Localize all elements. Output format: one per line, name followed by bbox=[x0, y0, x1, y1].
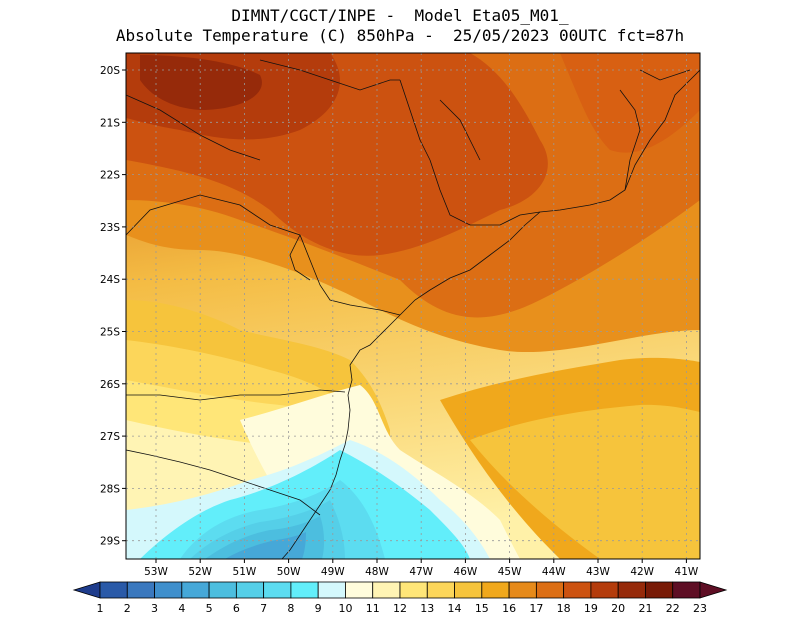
colorbar-label: 1 bbox=[97, 602, 104, 615]
colorbar-segment bbox=[345, 581, 374, 599]
colorbar-segment bbox=[99, 581, 128, 599]
colorbar-left-arrow bbox=[72, 581, 101, 599]
colorbar-label: 13 bbox=[420, 602, 434, 615]
colorbar-segment bbox=[590, 581, 619, 599]
colorbar-segment bbox=[263, 581, 292, 599]
colorbar-label: 20 bbox=[611, 602, 625, 615]
colorbar-label: 16 bbox=[502, 602, 516, 615]
colorbar-segment bbox=[208, 581, 237, 599]
colorbar-right-arrow bbox=[699, 581, 728, 599]
colorbar-label: 2 bbox=[124, 602, 131, 615]
lon-tick-label: 50W bbox=[277, 566, 301, 578]
colorbar-label: 19 bbox=[584, 602, 598, 615]
colorbar-segment bbox=[535, 581, 565, 599]
lon-tick-label: 49W bbox=[321, 566, 345, 578]
map-frame bbox=[125, 52, 701, 560]
title-line-1: DIMNT/CGCT/INPE - Model Eta05_M01_ bbox=[231, 6, 569, 25]
lat-tick-label: 21S bbox=[100, 117, 120, 129]
colorbar-segment bbox=[481, 581, 510, 599]
map-grid bbox=[126, 53, 700, 559]
coastlines bbox=[126, 59, 700, 559]
colorbar: 1 2 3 4 5 6 7 8 9 10 11 12 13 14 15 16 17 18 19 20 21 22 23 bbox=[72, 581, 728, 615]
colorbar-label: 22 bbox=[666, 602, 680, 615]
colorbar-label: 14 bbox=[448, 602, 462, 615]
colorbar-segment bbox=[426, 581, 455, 599]
title-line-2: Absolute Temperature (C) 850hPa - 25/05/… bbox=[115, 26, 685, 45]
lon-tick-label: 46W bbox=[454, 566, 478, 578]
colorbar-label: 3 bbox=[151, 602, 158, 615]
colorbar-label: 15 bbox=[475, 602, 489, 615]
colorbar-segment bbox=[126, 581, 155, 599]
lon-tick-label: 41W bbox=[675, 566, 699, 578]
colorbar-segment bbox=[372, 581, 401, 599]
lon-tick-label: 45W bbox=[498, 566, 522, 578]
colorbar-segment bbox=[508, 581, 537, 599]
colorbar-segment bbox=[454, 581, 483, 599]
colorbar-label: 9 bbox=[315, 602, 322, 615]
colorbar-segment bbox=[563, 581, 592, 599]
lon-tick-label: 52W bbox=[188, 566, 212, 578]
lon-tick-label: 53W bbox=[144, 566, 168, 578]
lat-tick-label: 26S bbox=[100, 379, 120, 391]
lat-tick-label: 23S bbox=[100, 222, 120, 234]
colorbar-segment bbox=[290, 581, 319, 599]
lat-tick-label: 24S bbox=[100, 274, 120, 286]
colorbar-label: 7 bbox=[260, 602, 267, 615]
colorbar-segment bbox=[317, 581, 346, 599]
lat-tick-label: 22S bbox=[100, 170, 120, 182]
lon-tick-label: 51W bbox=[233, 566, 257, 578]
lat-tick-label: 29S bbox=[100, 536, 120, 548]
lon-tick-label: 44W bbox=[542, 566, 566, 578]
colorbar-label: 18 bbox=[557, 602, 571, 615]
colorbar-label: 6 bbox=[233, 602, 240, 615]
lat-tick-label: 28S bbox=[100, 483, 120, 495]
colorbar-label: 21 bbox=[638, 602, 652, 615]
lat-tick-label: 20S bbox=[100, 65, 120, 77]
latitude-axis: 20S 21S 22S 23S 24S 25S 26S 27S 28S 29S bbox=[100, 65, 126, 548]
colorbar-label: 11 bbox=[366, 602, 380, 615]
colorbar-segment bbox=[154, 581, 183, 599]
lat-tick-label: 25S bbox=[100, 327, 120, 339]
colorbar-label: 23 bbox=[693, 602, 707, 615]
colorbar-label: 17 bbox=[529, 602, 543, 615]
colorbar-segment bbox=[181, 581, 210, 599]
lon-tick-label: 48W bbox=[365, 566, 389, 578]
colorbar-segment bbox=[645, 581, 674, 599]
colorbar-segment bbox=[617, 581, 646, 599]
colorbar-label: 12 bbox=[393, 602, 407, 615]
temperature-field bbox=[126, 53, 700, 559]
lon-tick-label: 42W bbox=[630, 566, 654, 578]
lat-tick-label: 27S bbox=[100, 431, 120, 443]
colorbar-label: 8 bbox=[287, 602, 294, 615]
lon-tick-label: 47W bbox=[409, 566, 433, 578]
longitude-axis: 53W 52W 51W 50W 49W 48W 47W 46W 45W 44W 43W 42W 41W bbox=[144, 559, 699, 578]
colorbar-segment bbox=[399, 581, 428, 599]
lon-tick-label: 43W bbox=[586, 566, 610, 578]
colorbar-label: 4 bbox=[178, 602, 185, 615]
colorbar-segment bbox=[235, 581, 265, 599]
colorbar-label: 10 bbox=[338, 602, 352, 615]
colorbar-segment bbox=[672, 581, 701, 599]
colorbar-label: 5 bbox=[206, 602, 213, 615]
